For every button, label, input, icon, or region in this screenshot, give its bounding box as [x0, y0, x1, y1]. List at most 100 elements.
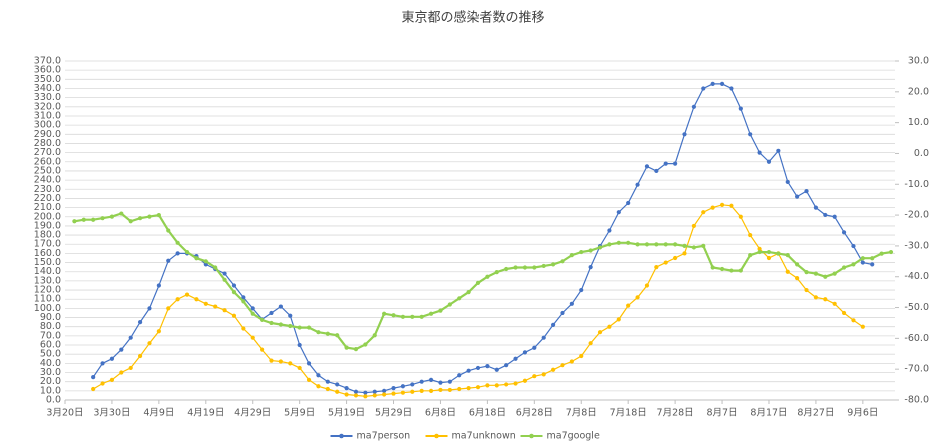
point — [888, 249, 894, 255]
point — [400, 314, 406, 319]
point — [832, 271, 837, 276]
point — [626, 200, 631, 206]
point — [823, 274, 828, 279]
point — [579, 249, 584, 255]
point — [250, 335, 255, 340]
point — [222, 271, 227, 276]
legend-label: ma7unknown — [452, 431, 516, 442]
point — [428, 388, 434, 393]
y-tick-label: 360.0 — [34, 65, 61, 76]
point — [550, 262, 556, 267]
point — [654, 242, 659, 247]
point — [269, 320, 274, 326]
y-tick-label: 180.0 — [34, 230, 61, 241]
y-tick-label: 370.0 — [34, 56, 61, 67]
y2-tick-label: 20.0 — [908, 86, 929, 97]
point — [100, 216, 105, 221]
y-tick-label: 160.0 — [34, 248, 61, 259]
point — [550, 367, 556, 372]
point — [72, 219, 77, 224]
point — [306, 361, 312, 366]
y2-tick-label: -10.0 — [904, 179, 929, 190]
point — [222, 308, 227, 313]
point — [569, 253, 574, 258]
y2-tick-label: -40.0 — [904, 271, 929, 282]
point — [184, 249, 190, 255]
point — [278, 304, 283, 309]
point — [729, 86, 734, 91]
point — [663, 161, 668, 166]
y-tick-label: 290.0 — [34, 129, 61, 140]
point — [222, 277, 227, 282]
point — [729, 203, 734, 208]
point — [644, 164, 650, 169]
point — [785, 179, 790, 185]
point — [748, 232, 753, 238]
y-tick-label: 80.0 — [40, 321, 61, 332]
point — [419, 379, 424, 384]
x-tick-label: 8月17日 — [750, 408, 787, 419]
point — [363, 342, 368, 347]
point — [325, 386, 330, 392]
point — [607, 228, 612, 233]
point — [100, 361, 105, 366]
point — [316, 330, 321, 335]
point — [119, 347, 124, 352]
point — [288, 361, 293, 366]
point — [841, 310, 847, 316]
point — [682, 243, 687, 249]
point — [91, 386, 96, 392]
point — [306, 377, 312, 382]
point — [635, 295, 640, 300]
x-tick-label: 9月6日 — [847, 408, 878, 419]
point — [597, 245, 603, 250]
x-tick-label: 7月18日 — [610, 408, 647, 419]
point — [757, 249, 762, 255]
point — [870, 262, 875, 267]
point — [532, 374, 537, 379]
y-tick-label: 280.0 — [34, 138, 61, 149]
y-tick-label: 150.0 — [34, 257, 61, 268]
point — [156, 329, 161, 334]
point — [372, 393, 377, 398]
y-tick-label: 140.0 — [34, 266, 61, 277]
point — [795, 276, 800, 281]
point — [278, 322, 283, 327]
y-tick-label: 330.0 — [34, 92, 61, 103]
point — [419, 388, 424, 393]
point — [213, 304, 218, 309]
y-tick-label: 190.0 — [34, 220, 61, 231]
point — [475, 385, 481, 390]
point — [213, 265, 218, 270]
point — [616, 240, 621, 245]
point — [241, 299, 246, 304]
point — [391, 385, 396, 391]
point — [269, 310, 274, 316]
point — [748, 132, 753, 137]
point — [203, 259, 208, 264]
point — [719, 81, 725, 87]
y-tick-label: 320.0 — [34, 101, 61, 112]
point — [813, 271, 819, 276]
legend-marker — [339, 433, 344, 439]
y2-tick-label: -70.0 — [904, 364, 929, 375]
point — [203, 301, 208, 306]
point — [335, 382, 340, 387]
point — [513, 356, 518, 361]
point — [579, 287, 584, 293]
point — [851, 243, 856, 249]
y-tick-label: 30.0 — [40, 367, 61, 378]
point — [813, 295, 819, 300]
point — [419, 314, 424, 319]
y-tick-label: 170.0 — [34, 239, 61, 250]
point — [194, 297, 199, 302]
x-tick-label: 8月27日 — [797, 408, 834, 419]
point — [475, 365, 481, 371]
point — [231, 283, 237, 288]
point — [485, 274, 490, 279]
point — [804, 189, 809, 194]
y-tick-label: 40.0 — [40, 358, 61, 369]
point — [541, 263, 546, 269]
point — [447, 387, 452, 393]
point — [353, 347, 359, 352]
